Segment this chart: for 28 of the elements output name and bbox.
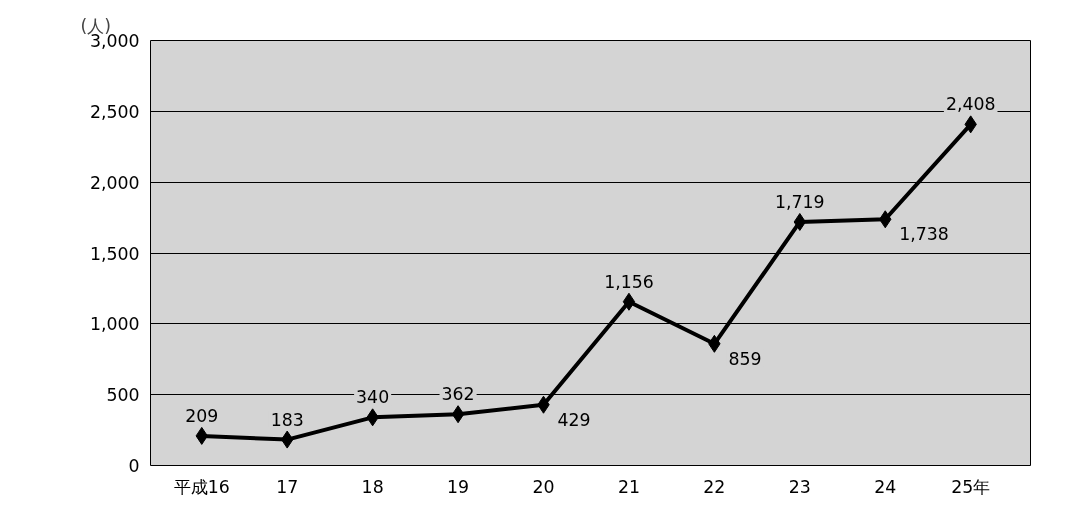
y-tick-label: 2,000 [89, 172, 140, 193]
data-label: 1,738 [899, 224, 949, 245]
data-label: 429 [557, 409, 591, 430]
data-label: 340 [356, 387, 390, 408]
data-label: 859 [728, 348, 762, 369]
data-label: 2,408 [945, 94, 996, 115]
data-label: 209 [185, 405, 219, 426]
x-tick-label: 18 [361, 476, 384, 497]
data-label: 1,719 [775, 191, 825, 212]
x-tick-label: 17 [276, 476, 299, 497]
data-label: 1,156 [604, 271, 654, 292]
x-tick-label: 20 [532, 476, 555, 497]
x-tick-label: 19 [447, 476, 470, 497]
point [451, 405, 465, 424]
y-tick-label: 2,500 [89, 101, 140, 122]
y-tick-label: 0 [128, 456, 140, 476]
x-tick-label: 21 [617, 476, 640, 497]
x-tick-label: 23 [788, 476, 811, 497]
data-label: 362 [441, 384, 475, 405]
y-tick-label: 1,000 [89, 314, 140, 335]
x-tick-label: 22 [703, 476, 726, 497]
y-tick-label: 1,500 [89, 243, 140, 264]
x-tick-label: 25年 [951, 476, 991, 497]
x-tick-label: 24 [874, 476, 897, 497]
y-tick-label: 500 [106, 385, 140, 406]
data-label: 183 [270, 409, 304, 430]
x-tick-label: 平成16 [173, 476, 230, 497]
point [622, 292, 636, 311]
